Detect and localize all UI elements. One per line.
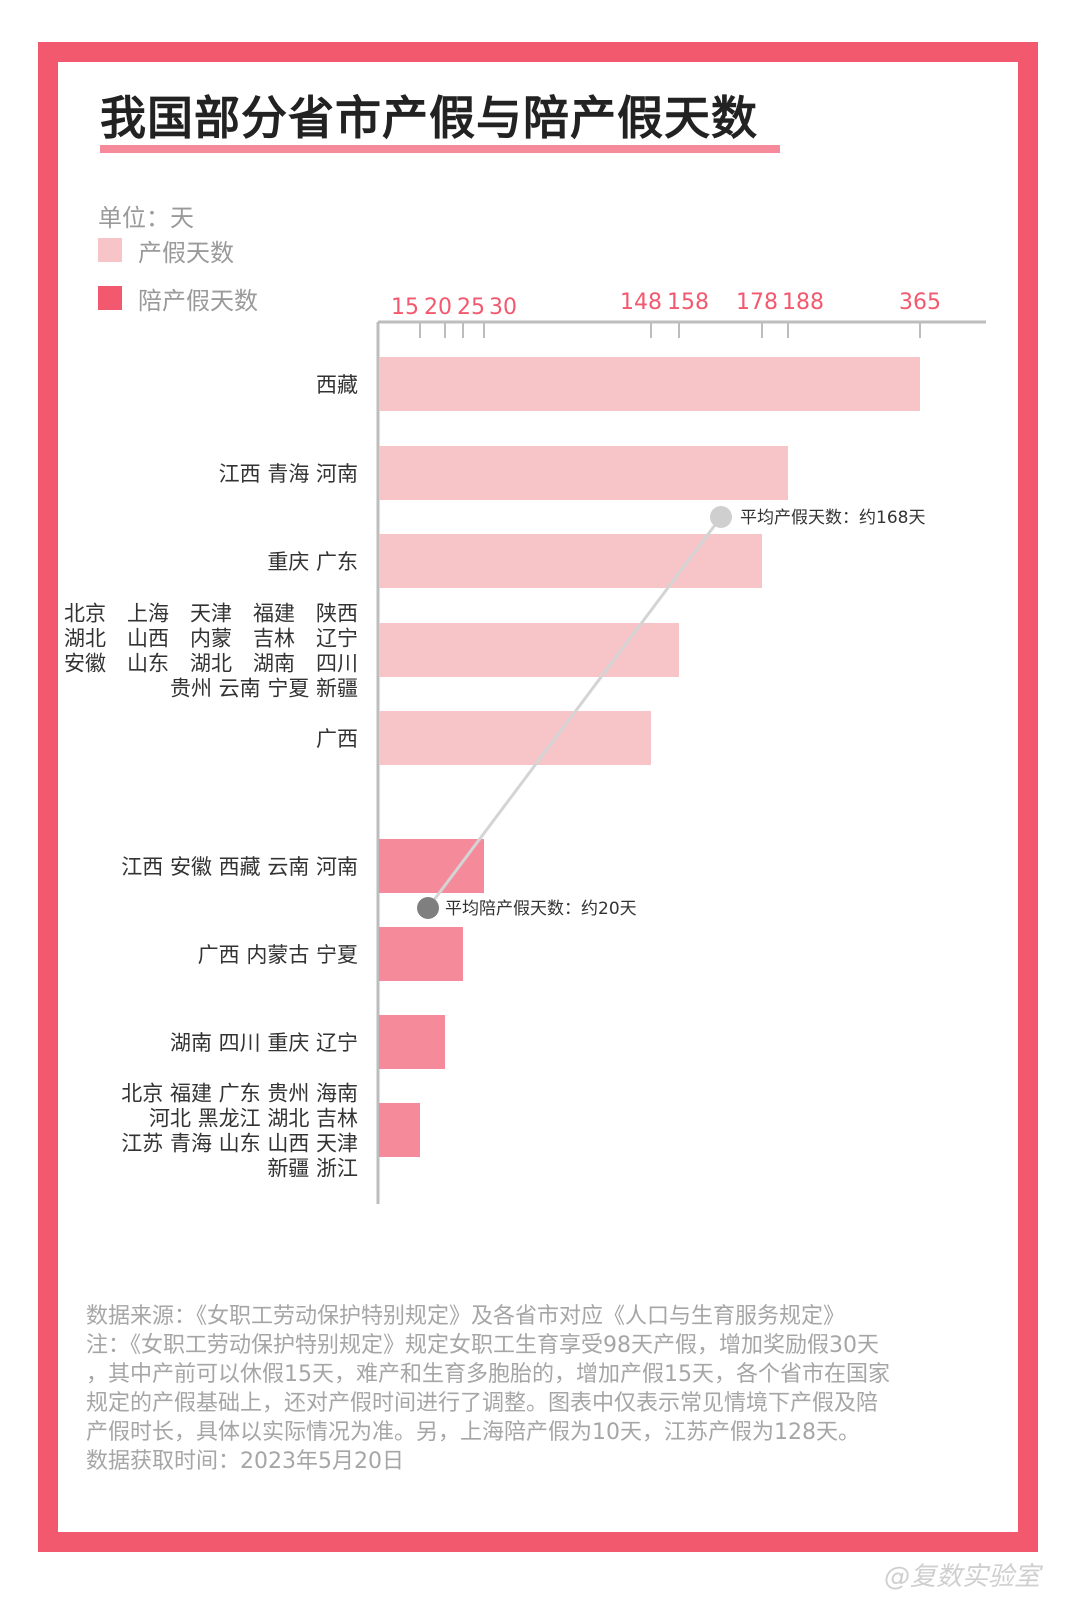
maternity-bar [379, 711, 651, 765]
average-paternity-label: 平均陪产假天数：约20天 [445, 899, 637, 919]
paternity-bar [379, 1103, 420, 1157]
x-tick-label: 158 [667, 290, 709, 315]
average-maternity-marker [710, 506, 732, 528]
average-connector-line [426, 516, 723, 909]
title-underline [100, 145, 780, 153]
maternity-category-label: 西藏 [316, 373, 358, 397]
paternity-category-label: 江西 安徽 西藏 云南 河南 [121, 855, 358, 879]
paternity-bar [379, 927, 463, 981]
maternity-category-label: 贵州 云南 宁夏 新疆 [170, 677, 358, 701]
x-tick-label: 365 [899, 290, 941, 315]
maternity-category-label: 江西 青海 河南 [219, 462, 358, 486]
chart-title: 我国部分省市产假与陪产假天数 [100, 91, 758, 145]
note-line: ，其中产前可以休假15天，难产和生育多胞胎的，增加产假15天，各个省市在国家 [86, 1362, 890, 1387]
maternity-category-label: 湖北 山西 内蒙 吉林 辽宁 [64, 627, 358, 651]
note-line: 规定的产假基础上，还对产假时间进行了调整。图表中仅表示常见情境下产假及陪 [86, 1391, 879, 1416]
note-line: 数据获取时间：2023年5月20日 [86, 1449, 404, 1474]
poster-frame [38, 42, 1038, 1552]
average-maternity-label: 平均产假天数：约168天 [740, 508, 925, 528]
note-line: 产假时长，具体以实际情况为准。另，上海陪产假为10天，江苏产假为128天。 [86, 1420, 860, 1445]
x-tick-label: 30 [489, 295, 517, 320]
legend-swatch-paternity [98, 286, 122, 310]
maternity-category-label: 安徽 山东 湖北 湖南 四川 [64, 652, 358, 676]
average-paternity-marker [417, 897, 439, 919]
paternity-bar [379, 1015, 445, 1069]
legend-swatch-maternity [98, 238, 122, 262]
note-line: 数据来源：《女职工劳动保护特别规定》及各省市对应《人口与生育服务规定》 [86, 1304, 846, 1329]
maternity-bar [379, 534, 762, 588]
maternity-category-label: 北京 上海 天津 福建 陕西 [64, 602, 358, 626]
maternity-bar [379, 446, 788, 500]
maternity-category-label: 广西 [316, 727, 358, 751]
legend-label-maternity: 产假天数 [138, 238, 234, 267]
legend-item-paternity: 陪产假天数 [98, 284, 258, 315]
paternity-category-label: 新疆 浙江 [267, 1157, 358, 1181]
legend-label-paternity: 陪产假天数 [138, 286, 258, 315]
paternity-bar [379, 839, 484, 893]
paternity-category-label: 广西 内蒙古 宁夏 [198, 943, 358, 967]
x-tick-label: 25 [457, 295, 485, 320]
note-line: 注：《女职工劳动保护特别规定》规定女职工生育享受98天产假，增加奖励假30天 [86, 1333, 879, 1358]
x-tick-label: 148 [620, 290, 662, 315]
legend-item-maternity: 产假天数 [98, 236, 234, 267]
paternity-category-label: 湖南 四川 重庆 辽宁 [170, 1031, 358, 1055]
paternity-category-label: 江苏 青海 山东 山西 天津 [121, 1132, 358, 1156]
maternity-category-label: 重庆 广东 [267, 550, 358, 574]
maternity-bar [379, 623, 679, 677]
x-tick-label: 15 [391, 295, 419, 320]
x-tick-label: 178 [736, 290, 778, 315]
watermark: @复数实验室 [883, 1562, 1040, 1592]
paternity-category-label: 河北 黑龙江 湖北 吉林 [149, 1107, 358, 1131]
x-tick-label: 188 [782, 290, 824, 315]
maternity-bar [379, 357, 920, 411]
unit-label: 单位：天 [98, 204, 194, 232]
x-tick-label: 20 [424, 295, 452, 320]
source-notes: 数据来源：《女职工劳动保护特别规定》及各省市对应《人口与生育服务规定》 注：《女… [86, 1302, 986, 1476]
paternity-category-label: 北京 福建 广东 贵州 海南 [121, 1082, 358, 1106]
